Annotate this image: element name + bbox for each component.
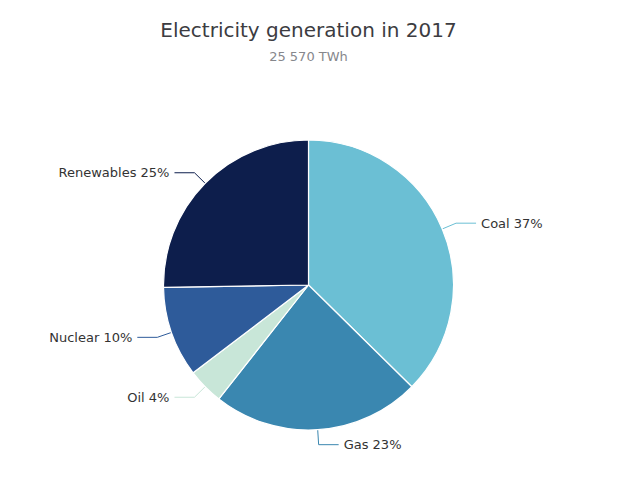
svg-text:Coal 37%: Coal 37% xyxy=(481,216,543,231)
svg-text:Electricity generation in 2017: Electricity generation in 2017 xyxy=(160,18,456,42)
svg-text:25 570 TWh: 25 570 TWh xyxy=(269,49,348,64)
svg-text:Renewables 25%: Renewables 25% xyxy=(59,165,170,180)
svg-text:Oil 4%: Oil 4% xyxy=(127,390,169,405)
svg-text:Nuclear 10%: Nuclear 10% xyxy=(49,330,132,345)
svg-text:Gas 23%: Gas 23% xyxy=(344,437,402,452)
